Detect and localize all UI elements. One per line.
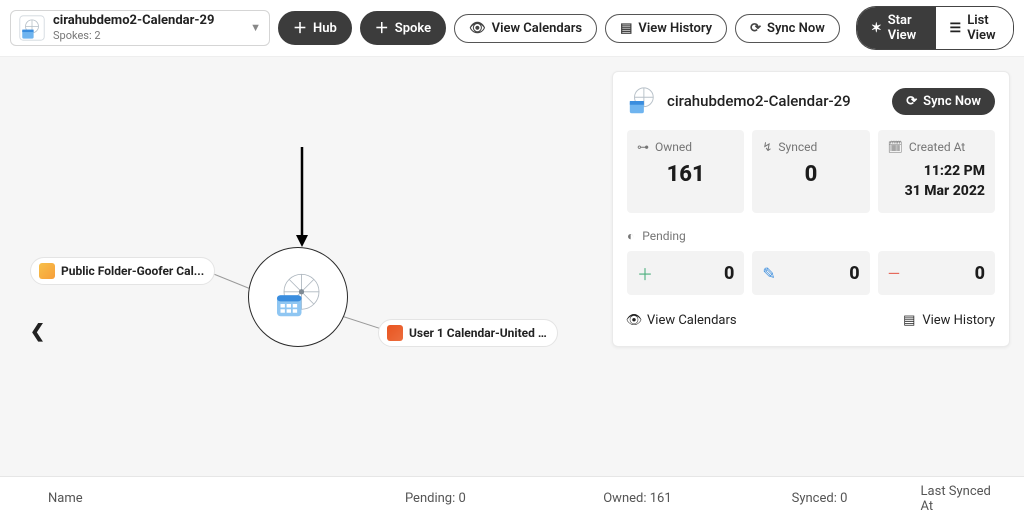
calendar-hub-icon [270, 269, 326, 325]
sync-icon: ⟳ [906, 94, 917, 109]
pencil-icon: ✎ [762, 264, 775, 283]
col-name[interactable]: Name [48, 491, 405, 506]
list-icon: ▤ [902, 314, 916, 328]
plus-icon: ＋ [293, 18, 307, 38]
sync-now-button[interactable]: ⟳ Sync Now [735, 14, 840, 43]
view-mode-toggle: ✶ Star View ☰ List View [856, 6, 1014, 50]
add-spoke-label: Spoke [395, 21, 431, 36]
synced-icon: ↯ [762, 140, 772, 154]
owned-icon: ⊶ [637, 140, 649, 154]
minus-icon: — [888, 264, 901, 283]
pending-value: 0 [975, 263, 985, 284]
stats-row: ⊶ Owned 161 ↯ Synced 0 🗓 Created At 11:22 P… [627, 130, 995, 213]
col-last-synced[interactable]: Last Synced At [921, 484, 1006, 514]
table-header-row: Name Pending: 0 Owned: 161 Synced: 0 Las… [0, 476, 1024, 520]
calendar-hub-icon [627, 86, 657, 116]
panel-header: cirahubdemo2-Calendar-29 ⟳ Sync Now [627, 86, 995, 116]
top-toolbar: cirahubdemo2-Calendar-29 Spokes: 2 ▼ ＋ Hu… [0, 0, 1024, 57]
list-view-label: List View [967, 13, 999, 43]
add-spoke-button[interactable]: ＋ Spoke [360, 11, 446, 45]
stat-value: 161 [637, 162, 734, 187]
stat-label: Owned [655, 140, 692, 154]
add-hub-button[interactable]: ＋ Hub [278, 11, 352, 45]
stat-label: Created At [909, 140, 965, 154]
sync-now-label: Sync Now [767, 21, 825, 36]
spoke-node-public-folder[interactable]: Public Folder-Goofer Cal... [30, 257, 215, 285]
pending-value: 0 [724, 263, 734, 284]
panel-links: 👁 View Calendars ▤ View History [627, 313, 995, 328]
view-calendars-button[interactable]: 👁 View Calendars [454, 14, 597, 43]
spoke-label: User 1 Calendar-United … [409, 326, 547, 340]
link-label: View Calendars [647, 313, 737, 328]
selector-subtitle: Spokes: 2 [53, 29, 214, 42]
calendar-plus-icon: 🗓 [888, 140, 903, 154]
main-area: ❮ Public Folder-G [0, 57, 1024, 487]
view-history-button[interactable]: ▤ View History [605, 14, 727, 43]
add-hub-label: Hub [313, 21, 337, 36]
list-icon: ☰ [950, 21, 962, 36]
view-history-label: View History [638, 21, 712, 36]
plus-icon: ＋ [637, 261, 653, 285]
col-synced[interactable]: Synced: 0 [792, 491, 921, 506]
spoke-label: Public Folder-Goofer Cal... [61, 264, 204, 278]
chevron-down-icon: ▼ [250, 21, 261, 34]
sync-icon: ⟳ [750, 21, 761, 36]
stat-value: 0 [762, 162, 859, 187]
stat-synced: ↯ Synced 0 [752, 130, 869, 213]
stat-owned: ⊶ Owned 161 [627, 130, 744, 213]
eye-icon: 👁 [469, 21, 486, 36]
panel-sync-label: Sync Now [923, 94, 981, 109]
created-time: 11:22 PM [924, 163, 985, 179]
panel-view-calendars-link[interactable]: 👁 View Calendars [627, 313, 737, 328]
list-view-tab[interactable]: ☰ List View [936, 7, 1013, 49]
user-calendar-icon [387, 325, 403, 341]
col-owned[interactable]: Owned: 161 [603, 491, 791, 506]
pending-icon: ◐ [627, 229, 634, 243]
pending-section: ◐Pending ＋0 ✎0 —0 [627, 229, 995, 295]
star-view-tab[interactable]: ✶ Star View [857, 7, 936, 49]
pending-edit: ✎0 [752, 251, 869, 295]
hub-node[interactable] [248, 247, 348, 347]
pending-remove: —0 [878, 251, 995, 295]
calendar-hub-icon [19, 15, 45, 41]
annotation-arrow [296, 147, 308, 251]
stat-label: Synced [778, 140, 817, 154]
pending-value: 0 [849, 263, 859, 284]
calendar-selector[interactable]: cirahubdemo2-Calendar-29 Spokes: 2 ▼ [10, 10, 270, 45]
plus-icon: ＋ [375, 18, 389, 38]
folder-icon [39, 263, 55, 279]
pending-add: ＋0 [627, 251, 744, 295]
panel-title: cirahubdemo2-Calendar-29 [667, 92, 851, 110]
star-graph: ❮ Public Folder-G [0, 57, 600, 487]
spoke-node-user-calendar[interactable]: User 1 Calendar-United … [378, 319, 558, 347]
panel-view-history-link[interactable]: ▤ View History [902, 313, 995, 328]
link-label: View History [922, 313, 995, 328]
eye-icon: 👁 [627, 314, 641, 328]
star-graph-icon: ✶ [871, 21, 882, 36]
star-view-label: Star View [888, 13, 922, 43]
view-calendars-label: View Calendars [492, 21, 582, 36]
panel-sync-now-button[interactable]: ⟳ Sync Now [892, 88, 995, 115]
pending-label: Pending [642, 229, 686, 243]
detail-panel: cirahubdemo2-Calendar-29 ⟳ Sync Now ⊶ Owne… [612, 71, 1010, 347]
prev-chevron-icon[interactable]: ❮ [30, 321, 45, 342]
created-date: 31 Mar 2022 [905, 183, 985, 199]
list-icon: ▤ [620, 21, 632, 36]
stat-created: 🗓 Created At 11:22 PM 31 Mar 2022 [878, 130, 995, 213]
col-pending[interactable]: Pending: 0 [405, 491, 603, 506]
selector-title: cirahubdemo2-Calendar-29 [53, 14, 214, 28]
